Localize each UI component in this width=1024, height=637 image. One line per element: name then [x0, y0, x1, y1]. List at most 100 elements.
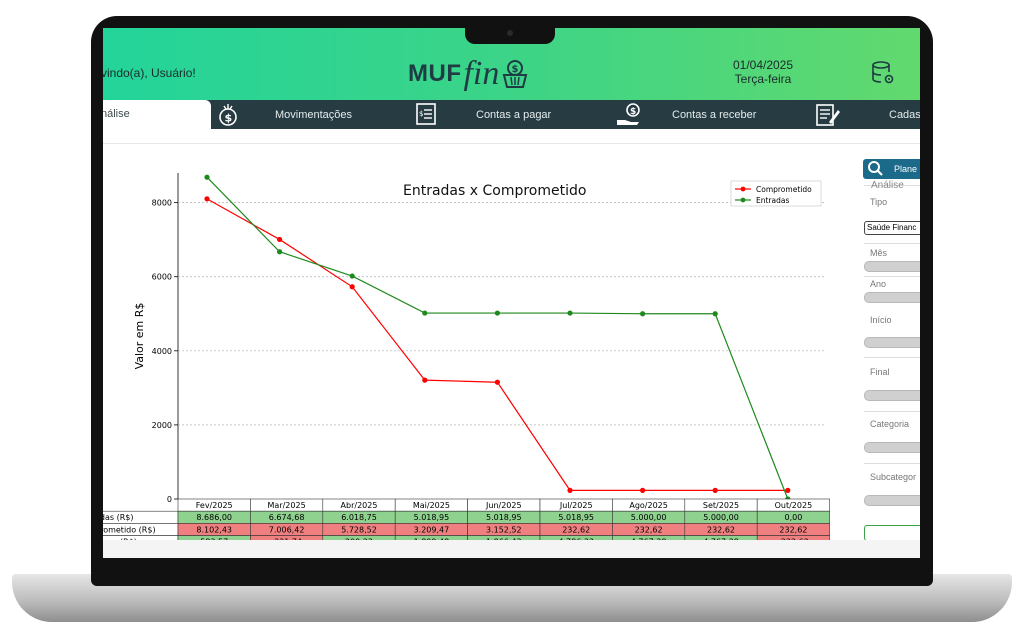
app-logo: MUF fin $ [408, 54, 529, 94]
mes-slider[interactable] [864, 261, 920, 272]
money-basket-icon: $ [503, 60, 528, 88]
money-bag-icon: $ [219, 104, 237, 126]
tab-contas-a-receber[interactable]: Contas a receber [672, 108, 757, 121]
camera-icon [507, 30, 513, 36]
tipo-label: Tipo [870, 197, 888, 207]
table-cell-value: 0,00 [784, 513, 802, 522]
table-cell-value: 232,62 [635, 525, 663, 534]
x-tick-label: Mar/2025 [268, 501, 306, 510]
hand-money-icon: $ [617, 103, 640, 125]
final-label: Final [870, 367, 890, 377]
table-cell-value: 232,62 [779, 525, 807, 534]
table-cell-value: 7.006,42 [269, 525, 305, 534]
final-slider[interactable] [864, 390, 920, 401]
tab-analise[interactable]: nálise [103, 100, 211, 131]
inicio-slider[interactable] [864, 337, 920, 348]
x-tick-label: Ago/2025 [629, 501, 668, 510]
table-cell-value: 6.674,68 [269, 513, 305, 522]
main-nav [103, 100, 920, 129]
apply-button[interactable] [864, 525, 920, 541]
series-line-comprometido [206, 198, 788, 491]
x-tick-label: Jul/2025 [559, 501, 593, 510]
data-point-comprometido [640, 487, 646, 493]
table-cell-value: 5.018,95 [486, 513, 522, 522]
date-value: 01/04/2025 [732, 58, 794, 72]
camera-notch [465, 26, 555, 44]
ano-label: Ano [870, 279, 887, 289]
y-tick-label: 6000 [152, 273, 172, 282]
table-row-label: adas (R$) [103, 513, 133, 522]
data-point-comprometido [494, 379, 500, 385]
legend-label: Entradas [756, 196, 789, 205]
data-point-entradas [204, 174, 210, 180]
data-point-comprometido [277, 236, 283, 243]
x-tick-label: Out/2025 [775, 501, 813, 510]
data-point-entradas [712, 311, 718, 317]
database-settings-icon[interactable] [871, 60, 895, 86]
divider [864, 243, 920, 244]
inicio-label: Início [870, 315, 892, 325]
data-point-comprometido [567, 487, 573, 493]
subcategoria-label: Subcategor [870, 472, 917, 482]
logo-fin: fin [463, 55, 500, 92]
svg-text:$: $ [630, 107, 636, 117]
data-point-comprometido [712, 487, 718, 493]
table-cell-value: 5.000,00 [631, 513, 667, 522]
data-point-entradas [640, 311, 646, 317]
bottom-strip [103, 540, 920, 558]
ano-slider[interactable] [864, 292, 920, 303]
table-cell-value: 5.018,95 [414, 513, 450, 522]
planejar-label: Plane [894, 164, 918, 174]
table-cell-value: 5.018,95 [558, 513, 594, 522]
logo-muf: MUF [408, 60, 462, 87]
table-cell-value: 5.000,00 [703, 513, 739, 522]
data-point-comprometido [785, 487, 791, 493]
data-point-entradas [277, 249, 283, 255]
app-header: -vindo(a), Usuário! MUF fin $ 01/04/2025… [103, 28, 920, 100]
legend-marker [740, 186, 746, 192]
tab-movimentacoes[interactable]: Movimentações [275, 108, 353, 121]
y-tick-label: 0 [167, 495, 172, 504]
y-tick-label: 4000 [152, 347, 172, 356]
y-tick-label: 2000 [152, 421, 172, 430]
table-cell-value: 232,62 [562, 525, 590, 534]
divider [864, 411, 920, 412]
svg-text:$: $ [512, 64, 519, 75]
subcategoria-select[interactable] [864, 495, 920, 506]
divider [864, 276, 920, 277]
x-tick-label: Set/2025 [703, 501, 739, 510]
legend-box [730, 180, 822, 207]
app-screen: -vindo(a), Usuário! MUF fin $ 01/04/2025… [103, 28, 920, 558]
analise-section-label: Análise [871, 180, 904, 191]
welcome-text: -vindo(a), Usuário! [103, 66, 196, 80]
data-point-entradas [422, 310, 428, 316]
table-cell-value: 232,62 [707, 525, 735, 534]
legend-marker [740, 197, 746, 203]
chart: 0 2000 4000 6000 8000 Valor em R$ Comprometido… [103, 173, 830, 553]
table-cell-value: 6.018,75 [341, 513, 377, 522]
y-tick-label: 8000 [152, 199, 172, 208]
mes-label: Mês [870, 248, 888, 258]
tipo-select[interactable]: Saúde Financ [864, 221, 920, 235]
categoria-label: Categoria [870, 419, 910, 429]
filter-sidebar: Plane Análise Tipo Saúde Financ Mês Ano … [863, 159, 920, 549]
data-point-comprometido [204, 196, 210, 202]
invoice-icon: $ [416, 103, 436, 125]
categoria-select[interactable] [864, 442, 920, 453]
x-tick-label: Mai/2025 [413, 501, 450, 510]
current-date: 01/04/2025 Terça-feira [713, 58, 813, 86]
legend-label: Comprometido [756, 185, 812, 194]
table-cell-value: 8.686,00 [196, 513, 232, 522]
table-cell-value: 8.102,43 [196, 525, 232, 534]
tab-contas-a-pagar[interactable]: Contas a pagar [476, 108, 552, 121]
svg-text:$: $ [225, 112, 233, 125]
x-tick-label: Jun/2025 [485, 501, 522, 510]
table-cell-value: 3.152,52 [486, 525, 522, 534]
svg-text:$: $ [419, 110, 423, 118]
x-tick-label: Fev/2025 [196, 501, 233, 510]
weekday-value: Terça-feira [734, 72, 792, 86]
table-cell-value: 3.209,47 [414, 525, 450, 534]
tab-cadastros[interactable]: Cadas [889, 108, 920, 121]
planejar-button[interactable]: Plane [863, 159, 920, 179]
data-point-comprometido [349, 284, 355, 290]
